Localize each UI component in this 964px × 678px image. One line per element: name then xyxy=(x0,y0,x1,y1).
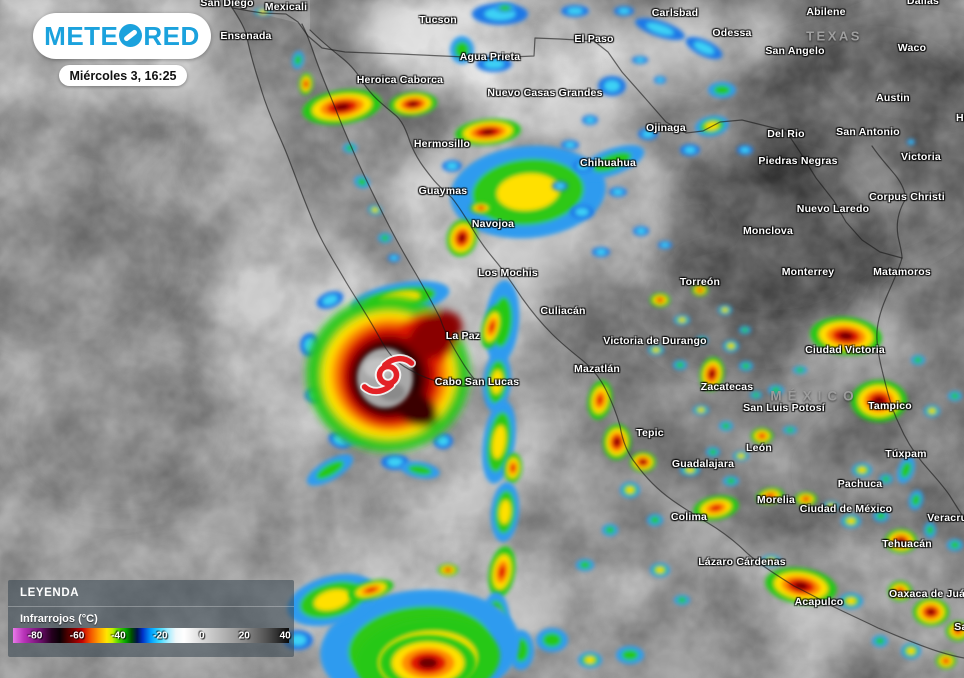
legend-color-scale: -80 -60 -40 -20 0 20 40 xyxy=(13,628,291,643)
legend-tick--20: -20 xyxy=(153,630,168,641)
legend-tick-20: 20 xyxy=(238,630,250,641)
legend-title: LEYENDA xyxy=(20,587,80,599)
legend-tick-40: 40 xyxy=(279,630,291,641)
timestamp-text: Miércoles 3, 16:25 xyxy=(69,68,177,83)
borders-coastlines xyxy=(230,5,964,659)
legend-tick--40: -40 xyxy=(111,630,126,641)
meteored-logo-text: METE RED xyxy=(44,21,200,51)
legend-panel: LEYENDA Infrarrojos (°C) -80 -60 -40 -20 0 20… xyxy=(8,580,294,657)
meteored-logo[interactable]: METE RED xyxy=(33,13,211,59)
storm-cells xyxy=(254,3,964,678)
legend-tick--80: -80 xyxy=(27,630,43,641)
timestamp-pill: Miércoles 3, 16:25 xyxy=(59,65,187,86)
legend-tick-0: 0 xyxy=(199,630,205,641)
legend-scale-label: Infrarrojos (°C) xyxy=(20,613,98,625)
legend-tick--60: -60 xyxy=(69,630,85,641)
hurricane-icon[interactable] xyxy=(359,354,416,396)
legend-divider xyxy=(8,606,294,607)
hurricane-core xyxy=(306,296,470,452)
meteored-logo-o-icon xyxy=(119,24,143,47)
